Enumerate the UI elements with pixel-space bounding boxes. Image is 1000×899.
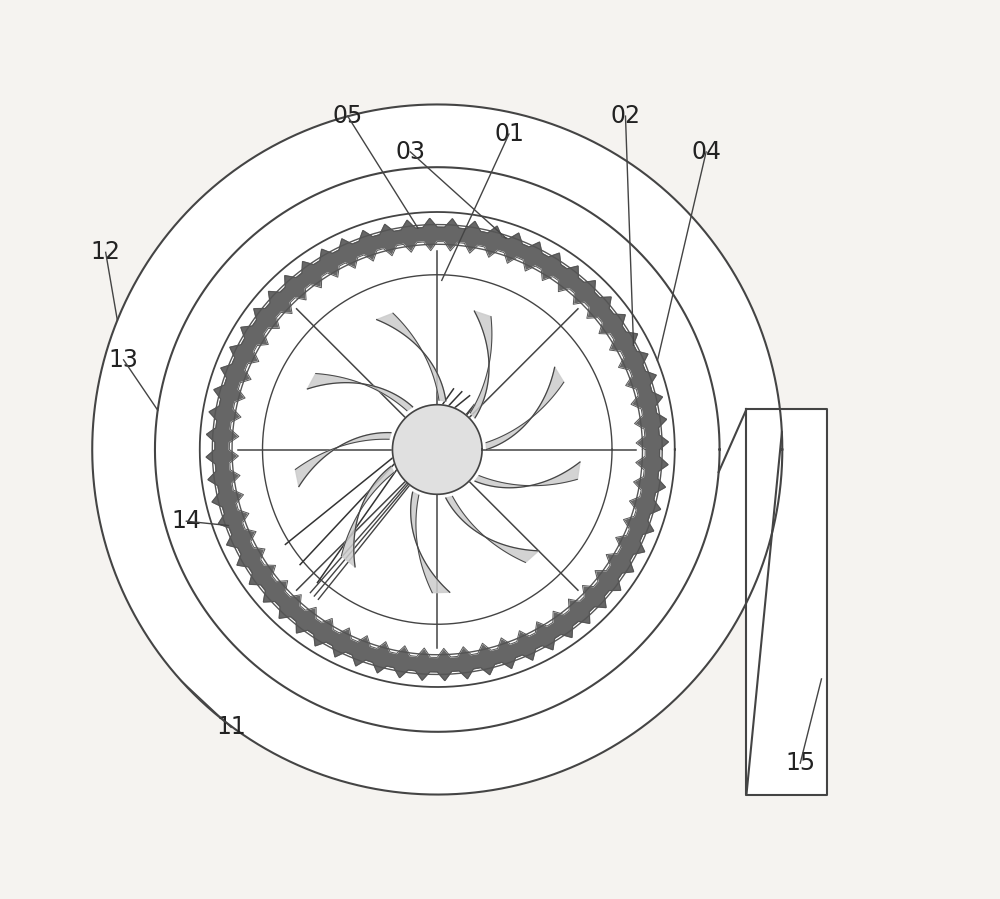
Polygon shape [392,405,482,494]
Polygon shape [238,251,636,648]
Text: 01: 01 [494,122,524,146]
Polygon shape [411,492,450,592]
Text: 13: 13 [109,348,139,372]
Text: 14: 14 [171,509,201,533]
Text: 05: 05 [333,104,363,128]
Polygon shape [377,313,446,401]
Polygon shape [229,242,645,657]
Polygon shape [486,368,564,450]
Text: 12: 12 [91,240,121,264]
Polygon shape [206,218,668,681]
Text: 15: 15 [785,752,815,775]
Polygon shape [470,311,492,418]
Text: 11: 11 [216,716,246,739]
Text: 02: 02 [610,104,640,128]
Polygon shape [341,467,394,567]
Polygon shape [307,374,413,411]
Polygon shape [475,462,580,488]
Text: 03: 03 [395,140,425,164]
Polygon shape [746,409,827,795]
Polygon shape [295,432,391,486]
Polygon shape [92,104,782,795]
Polygon shape [446,496,539,563]
Text: 04: 04 [691,140,721,164]
Polygon shape [215,227,660,672]
